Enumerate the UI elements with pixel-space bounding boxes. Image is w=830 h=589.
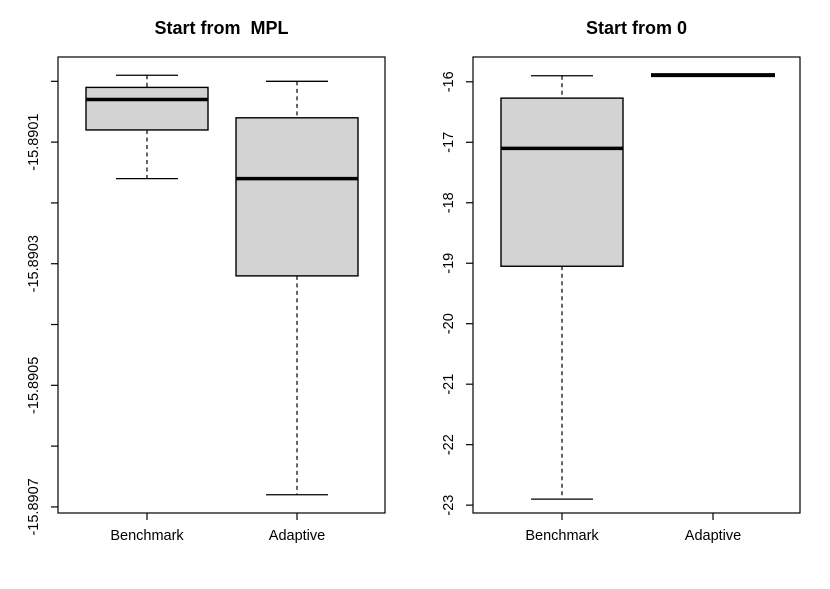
- y-axis-tick-label: -22: [441, 434, 457, 455]
- chart-title-start-from-0: Start from 0: [585, 18, 688, 38]
- y-axis-tick-label: -19: [441, 253, 457, 274]
- box-rect-adaptive: [235, 117, 359, 277]
- chart-title-start-from-mpl: Start from MPL: [154, 18, 289, 38]
- x-axis-tick-label-adaptive: Adaptive: [269, 528, 325, 544]
- x-axis-tick-label-adaptive: Adaptive: [685, 528, 741, 544]
- plot-border: [57, 56, 386, 514]
- y-axis-tick-label: -17: [441, 132, 457, 153]
- y-axis-tick-label: -16: [441, 71, 457, 92]
- x-axis-tick-label-benchmark: Benchmark: [110, 528, 184, 544]
- y-axis-tick-label: -21: [441, 374, 457, 395]
- box-rect-benchmark: [500, 97, 624, 267]
- y-axis-tick-label: -15.8903: [26, 235, 42, 292]
- panel-start-from-mpl: -15.8907 -15.8905 -15.8903 -15.8901 Benchmar…: [26, 56, 386, 544]
- y-axis-tick-label: -15.8907: [26, 478, 42, 535]
- y-axis-tick-label: -15.8901: [26, 113, 42, 170]
- y-axis-tick-label: -15.8905: [26, 357, 42, 414]
- box-rect-benchmark: [85, 86, 209, 131]
- y-axis-tick-label: -23: [441, 495, 457, 516]
- plot-border: [472, 56, 801, 514]
- y-axis-tick-label: -18: [441, 192, 457, 213]
- panel-start-from-0: -23 -22 -21 -20 -19 -18 -17 -16 Benchmark Adaptiv…: [441, 56, 801, 544]
- y-axis-tick-label: -20: [441, 313, 457, 334]
- x-axis-tick-label-benchmark: Benchmark: [525, 528, 599, 544]
